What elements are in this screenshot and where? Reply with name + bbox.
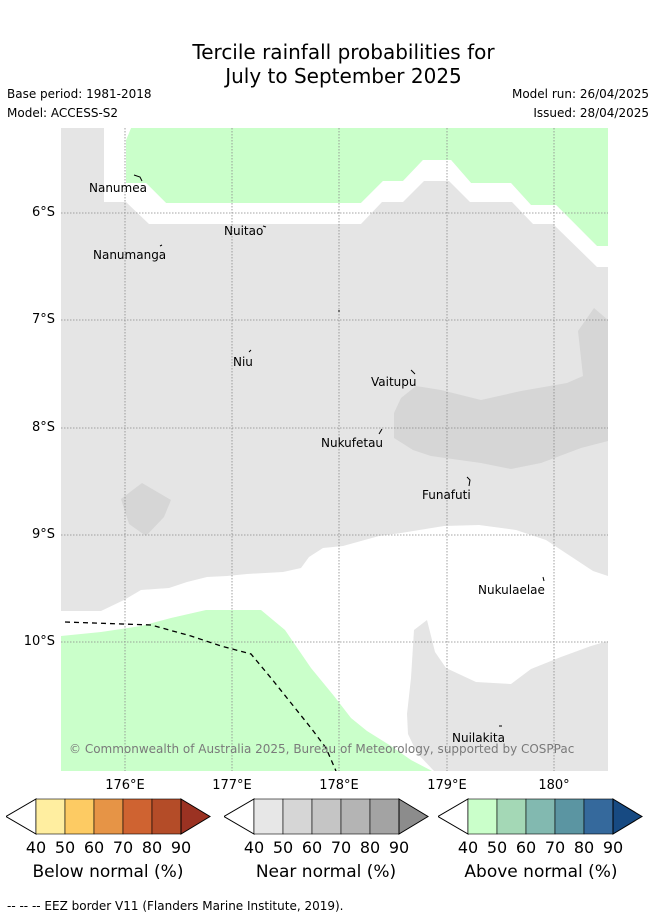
near-tick-60: 60 — [301, 838, 323, 857]
near-normal-40-bottom-right-region — [407, 620, 608, 771]
above-swatch-50 — [496, 798, 527, 835]
place-nuitao: Nuitao — [224, 224, 264, 238]
legend-near-normal-colorbar — [224, 798, 429, 835]
near-normal-50-left-blob — [121, 483, 171, 536]
place-niu: Niu — [233, 355, 253, 369]
lon-label-178e: 178°E — [319, 778, 359, 793]
place-funafuti: Funafuti — [422, 488, 471, 502]
eez-footnote: -- -- -- EEZ border V11 (Flanders Marine… — [7, 899, 344, 913]
below-swatch-50 — [64, 798, 95, 835]
above-tick-60: 60 — [515, 838, 537, 857]
lat-label-7s: 7°S — [31, 312, 55, 327]
title-line-1: Tercile rainfall probabilities for — [192, 40, 495, 64]
place-nuilakita: Nuilakita — [452, 731, 505, 745]
place-nanumanga: Nanumanga — [93, 248, 167, 262]
island-outlines — [133, 174, 545, 727]
legend-below-normal-colorbar — [6, 798, 211, 835]
near-swatch-70 — [340, 798, 371, 835]
above-tick-70: 70 — [544, 838, 566, 857]
above-arrow-left — [438, 798, 469, 835]
above-tick-80: 80 — [573, 838, 595, 857]
near-swatch-50 — [282, 798, 313, 835]
above-swatch-80 — [583, 798, 614, 835]
lat-label-9s: 9°S — [31, 527, 55, 542]
place-nanumea: Nanumea — [89, 181, 147, 195]
below-arrow-left — [6, 798, 37, 835]
map-svg — [61, 128, 608, 771]
lat-label-8s: 8°S — [31, 420, 55, 435]
near-normal-50-right-region — [394, 308, 608, 469]
above-arrow-right — [612, 798, 643, 835]
lon-label-177e: 177°E — [212, 778, 252, 793]
near-swatch-80 — [369, 798, 400, 835]
map-title: Tercile rainfall probabilities for July … — [0, 40, 655, 88]
near-normal-40-region — [61, 128, 608, 611]
below-arrow-right — [180, 798, 211, 835]
above-normal-40-top-region — [126, 128, 608, 246]
top-white-gap — [104, 128, 608, 267]
near-arrow-left — [224, 798, 255, 835]
above-tick-50: 50 — [486, 838, 508, 857]
near-tick-70: 70 — [330, 838, 352, 857]
lon-label-179e: 179°E — [427, 778, 467, 793]
near-normal-label: Near normal (%) — [255, 862, 397, 882]
below-tick-50: 50 — [54, 838, 76, 857]
model-run: Model run: 26/04/2025 — [511, 87, 649, 101]
near-arrow-right — [398, 798, 429, 835]
issued-date: Issued: 28/04/2025 — [533, 106, 649, 120]
model-name: Model: ACCESS-S2 — [7, 106, 119, 120]
above-normal-label: Above normal (%) — [464, 862, 618, 882]
below-tick-70: 70 — [112, 838, 134, 857]
below-swatch-40 — [35, 798, 66, 835]
below-tick-60: 60 — [83, 838, 105, 857]
eez-border — [64, 621, 337, 771]
near-tick-80: 80 — [359, 838, 381, 857]
near-tick-40: 40 — [243, 838, 265, 857]
above-normal-40-bottom-region — [61, 610, 432, 771]
above-tick-40: 40 — [457, 838, 479, 857]
map-area — [61, 128, 608, 771]
below-tick-40: 40 — [25, 838, 47, 857]
grid-lines — [61, 128, 608, 771]
legend-above-normal-colorbar — [438, 798, 643, 835]
near-tick-90: 90 — [388, 838, 410, 857]
place-vaitupu: Vaitupu — [371, 375, 417, 389]
above-swatch-60 — [525, 798, 556, 835]
below-tick-80: 80 — [141, 838, 163, 857]
lat-label-10s: 10°S — [23, 634, 55, 649]
below-swatch-70 — [122, 798, 153, 835]
below-swatch-80 — [151, 798, 182, 835]
copyright-notice: © Commonwealth of Australia 2025, Bureau… — [69, 742, 575, 756]
lat-label-6s: 6°S — [31, 205, 55, 220]
near-tick-50: 50 — [272, 838, 294, 857]
lon-label-176e: 176°E — [105, 778, 145, 793]
near-swatch-60 — [311, 798, 342, 835]
place-nukufetau: Nukufetau — [321, 436, 384, 450]
lon-label-180: 180° — [538, 778, 570, 793]
base-period: Base period: 1981-2018 — [7, 87, 152, 101]
below-tick-90: 90 — [170, 838, 192, 857]
above-swatch-40 — [467, 798, 498, 835]
title-line-2: July to September 2025 — [225, 64, 462, 88]
below-swatch-60 — [93, 798, 124, 835]
above-swatch-70 — [554, 798, 585, 835]
near-swatch-40 — [253, 798, 284, 835]
below-normal-label: Below normal (%) — [32, 862, 184, 882]
above-tick-90: 90 — [602, 838, 624, 857]
place-nukulaelae: Nukulaelae — [478, 583, 545, 597]
